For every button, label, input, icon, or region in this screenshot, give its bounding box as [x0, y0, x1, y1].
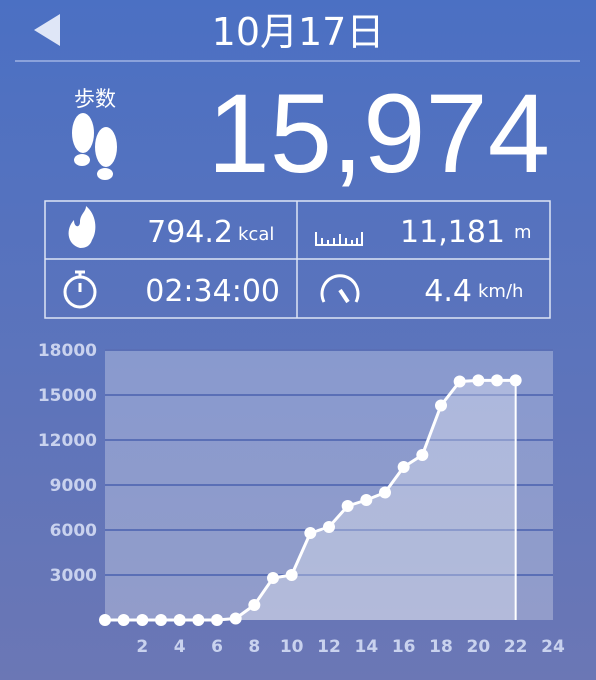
- point: [117, 614, 130, 626]
- y-tick-label: 18000: [38, 341, 97, 361]
- x-tick-label: 12: [317, 637, 341, 657]
- stats-box: [44, 200, 551, 319]
- point: [248, 599, 261, 611]
- time-icon: [63, 270, 97, 309]
- x-tick-label: 4: [174, 637, 186, 657]
- steps-icon: [72, 113, 117, 180]
- steps-value: 15,974: [207, 71, 550, 196]
- x-tick-label: 20: [466, 637, 490, 657]
- point: [341, 500, 354, 512]
- point: [491, 374, 503, 387]
- point: [509, 374, 522, 387]
- distance-value: 11,181: [400, 215, 505, 250]
- x-tick-label: 14: [354, 637, 378, 657]
- calories-unit: kcal: [238, 224, 274, 245]
- x-tick-label: 2: [136, 637, 148, 657]
- x-tick-label: 22: [504, 637, 528, 657]
- calorie-icon: [68, 206, 96, 248]
- point: [99, 614, 111, 626]
- x-tick-label: 10: [280, 637, 304, 657]
- speed-icon: [320, 274, 360, 304]
- y-tick-label: 3000: [50, 566, 97, 586]
- point: [323, 521, 335, 533]
- point: [267, 572, 279, 584]
- distance-unit: m: [514, 222, 532, 243]
- point: [435, 399, 447, 412]
- point: [192, 614, 205, 626]
- distance-icon: [315, 232, 363, 246]
- time-value: 02:34:00: [145, 274, 280, 309]
- speed-unit: km/h: [478, 281, 523, 302]
- point: [173, 614, 186, 626]
- steps-label: 歩数: [74, 87, 116, 111]
- point: [155, 614, 167, 626]
- point: [379, 486, 391, 499]
- point: [397, 461, 410, 473]
- point: [472, 374, 485, 387]
- y-tick-label: 12000: [38, 431, 97, 451]
- y-tick-label: 9000: [50, 476, 97, 496]
- point: [285, 569, 298, 581]
- point: [360, 494, 373, 506]
- point: [229, 612, 242, 625]
- x-tick-label: 18: [429, 637, 453, 657]
- y-tick-label: 6000: [50, 521, 97, 541]
- x-tick-label: 24: [541, 637, 565, 657]
- back-button[interactable]: [34, 14, 60, 46]
- point: [304, 527, 317, 539]
- speed-value: 4.4: [424, 274, 472, 309]
- y-tick-label: 15000: [38, 386, 97, 406]
- point: [416, 449, 429, 461]
- x-tick-label: 8: [248, 637, 260, 657]
- x-tick-label: 6: [211, 637, 223, 657]
- area-fill: [105, 380, 516, 620]
- point: [453, 375, 466, 388]
- calories-value: 794.2: [147, 215, 233, 250]
- point: [136, 614, 149, 626]
- date-title: 10月17日: [212, 10, 385, 54]
- point: [211, 614, 223, 626]
- x-tick-label: 16: [392, 637, 416, 657]
